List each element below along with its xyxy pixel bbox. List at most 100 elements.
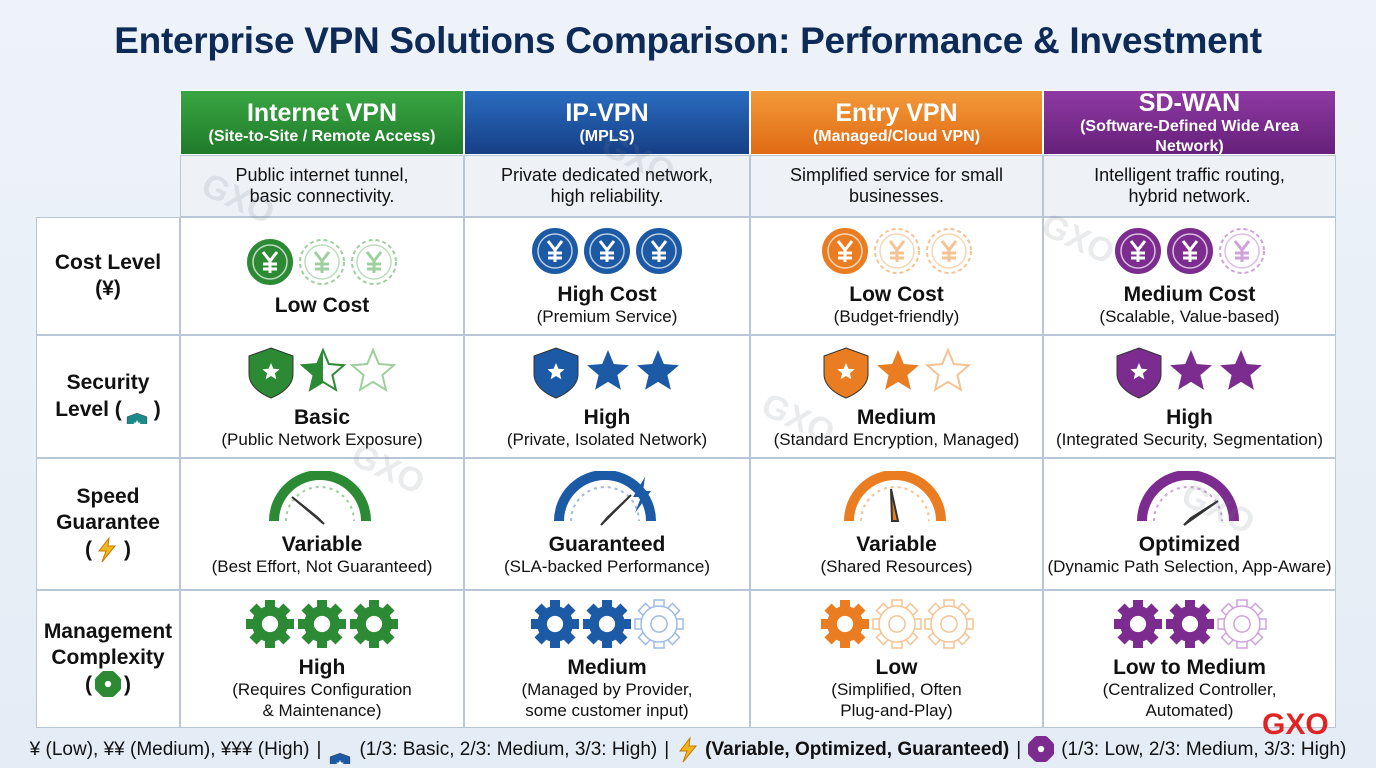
icon-shape — [836, 615, 853, 632]
icon-shape — [103, 671, 113, 680]
icon-shape — [247, 238, 397, 285]
icon-shape — [313, 615, 331, 632]
column-name: IP-VPN — [565, 98, 649, 127]
table-cell: Medium (Managed by Provider, some customer… — [464, 590, 750, 728]
icon-shape — [839, 638, 850, 648]
icon-shape — [633, 477, 651, 513]
column-subtitle: (Managed/Cloud VPN) — [812, 127, 981, 145]
icon-shape — [923, 598, 974, 649]
icon-shape — [859, 486, 930, 522]
icon-shape — [924, 346, 971, 392]
icon-shape — [103, 688, 113, 697]
symbol-open: ( — [85, 673, 92, 696]
icon-shape — [823, 346, 868, 399]
icon-shape — [365, 615, 383, 632]
icon-shape — [1116, 346, 1161, 399]
icon-shape — [1114, 228, 1161, 274]
icon-shape — [823, 602, 838, 617]
cell-detail: Automated) — [1145, 700, 1234, 720]
icon-shape — [887, 614, 906, 633]
icon-shape — [533, 346, 679, 399]
icon-shape — [583, 599, 631, 648]
description-line: Simplified service for small — [789, 165, 1004, 185]
icon-shape — [248, 346, 294, 399]
icon-shape — [261, 250, 279, 273]
label-symbol: () — [85, 536, 131, 564]
icon-shape — [1218, 228, 1265, 274]
icon-shape — [247, 238, 293, 285]
icon-shape — [329, 630, 343, 645]
icon-shape — [1233, 240, 1250, 262]
icon-shape — [546, 240, 564, 262]
icon-shape — [940, 240, 957, 262]
symbol-open: Level ( — [55, 397, 122, 421]
icon-shape — [634, 598, 684, 649]
legend-speed: (Variable, Optimized, Guaranteed) — [705, 739, 1010, 760]
security-icons — [1113, 344, 1267, 402]
icon-shape — [679, 736, 698, 763]
icon-shape — [1136, 471, 1239, 526]
icon-shape — [641, 233, 677, 269]
column-subtitle: (MPLS) — [579, 127, 635, 145]
legend-separator: | — [1016, 739, 1022, 760]
icon-shape — [317, 599, 327, 609]
legend-shield — [328, 736, 352, 764]
icon-shape — [97, 536, 117, 563]
legend-gear — [1028, 736, 1055, 764]
icon-shape — [1136, 471, 1239, 526]
table-cell: Basic (Public Network Exposure) — [180, 335, 464, 458]
cell-title: High — [583, 405, 631, 429]
row-label: Management Complexity() — [36, 590, 180, 728]
icon-shape — [95, 671, 109, 685]
icon-shape — [1232, 614, 1251, 633]
cell-title: High — [298, 655, 346, 679]
label-line: Guarantee — [56, 511, 160, 534]
column-description: Intelligent traffic routing, hybrid netwo… — [1043, 155, 1336, 217]
cell-title: Medium — [567, 655, 647, 679]
icon-shape — [330, 752, 351, 764]
cost-icons — [819, 225, 975, 279]
icon-shape — [930, 233, 967, 269]
cell-detail: (Managed by Provider, — [521, 679, 693, 699]
label-symbol: () — [85, 671, 131, 699]
legend-security: (1/3: Basic, 2/3: Medium, 3/3: High) — [359, 739, 658, 760]
icon-shape — [353, 602, 367, 617]
icon-shape — [369, 638, 379, 648]
icon-shape — [269, 471, 371, 522]
description-line: hybrid network. — [1128, 186, 1251, 206]
icon-shape — [350, 599, 398, 648]
icon-shape — [650, 240, 668, 262]
cell-detail: (Budget-friendly) — [833, 307, 960, 326]
icon-shape — [532, 228, 578, 274]
icon-shape — [679, 736, 698, 763]
icon-shape — [285, 486, 355, 522]
title: Enterprise VPN Solutions Comparison: Per… — [114, 20, 1262, 61]
cell-title: Low Cost — [274, 293, 370, 317]
cell-detail: (Centralized Controller, — [1102, 679, 1277, 699]
column-subtitle: (Site-to-Site / Remote Access) — [208, 127, 436, 145]
table-cell: Variable (Shared Resources) — [750, 458, 1043, 590]
icon-shape — [248, 346, 397, 399]
icon-shape — [1144, 630, 1159, 645]
icon-shape — [587, 349, 629, 390]
icon-shape — [353, 630, 367, 645]
cell-detail: (SLA-backed Performance) — [504, 557, 710, 576]
icon-shape — [602, 599, 612, 609]
icon-shape — [301, 630, 315, 645]
icon-shape — [265, 638, 275, 648]
icon-shape — [562, 602, 576, 617]
icon-shape — [277, 602, 291, 617]
cell-detail: some customer input) — [525, 700, 689, 720]
icon-shape — [533, 346, 579, 399]
icon-shape — [554, 471, 656, 526]
table-cell: High (Private, Isolated Network) — [464, 335, 750, 458]
icon-shape — [851, 630, 866, 645]
icon-shape — [570, 486, 640, 522]
icon-shape — [1171, 233, 1208, 269]
icon-shape — [636, 228, 682, 274]
icon-shape — [598, 615, 616, 632]
icon-shape — [873, 228, 920, 274]
description-line: Private dedicated network, — [500, 165, 714, 185]
symbol-icon — [125, 396, 151, 424]
